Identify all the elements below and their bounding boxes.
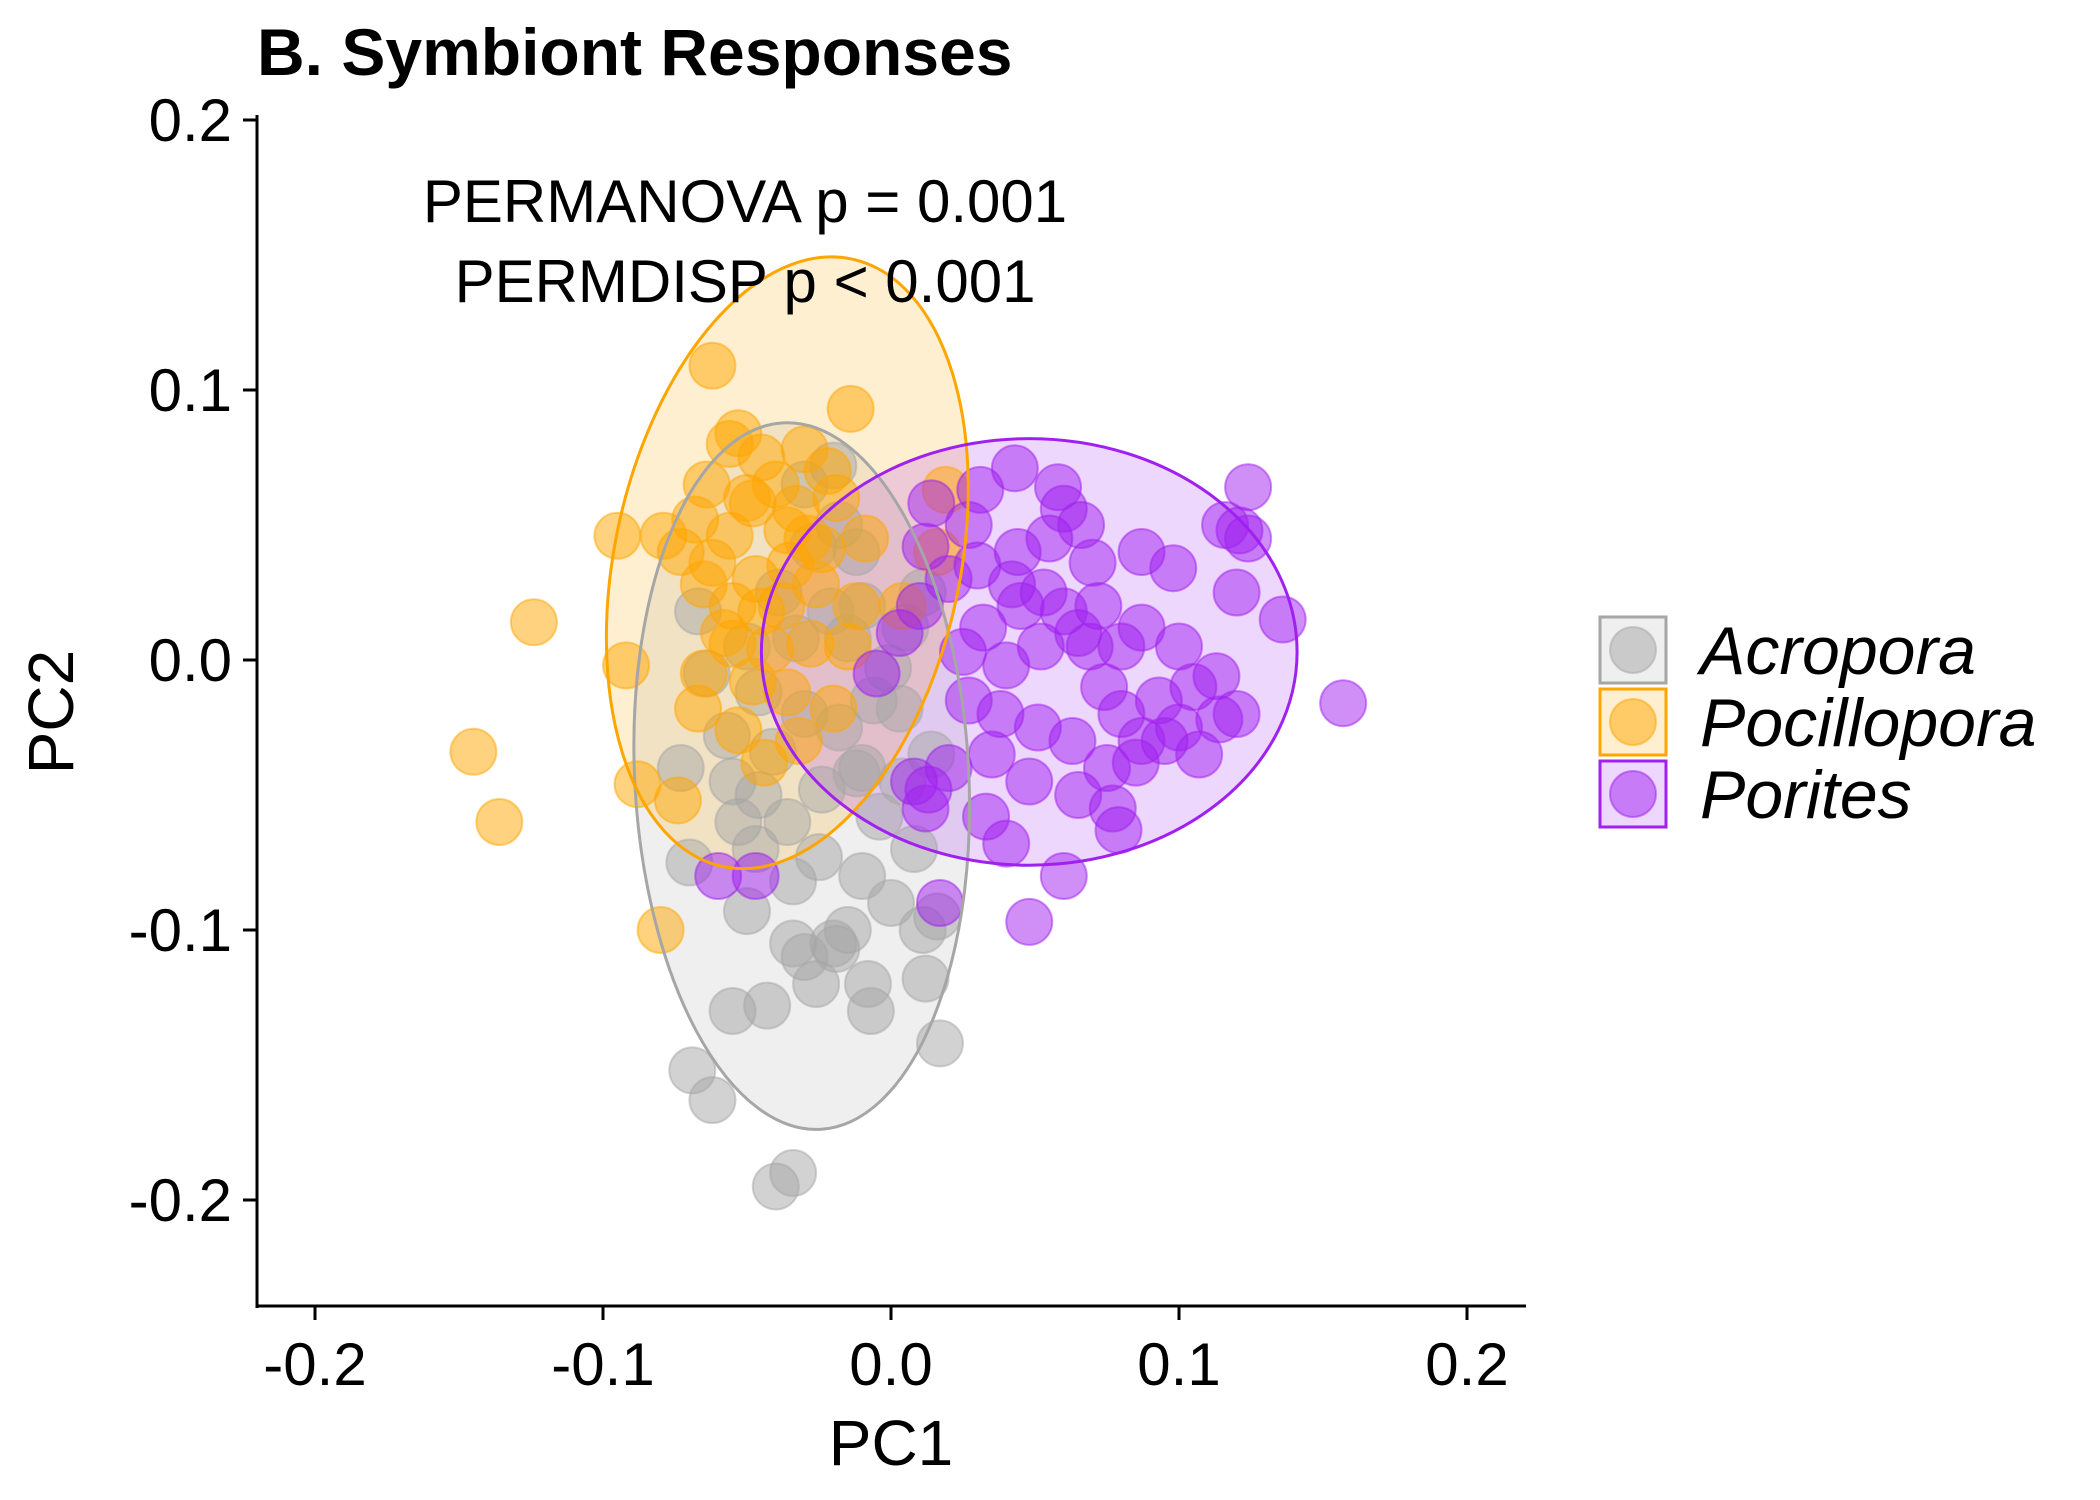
x-tick-label: 0.1 — [1137, 1331, 1220, 1398]
porites-point — [875, 609, 924, 657]
y-tick-label: 0.1 — [149, 357, 232, 424]
pocillopora-point — [809, 684, 858, 733]
pocillopora-ellipse — [604, 255, 970, 871]
pocillopora-point — [509, 598, 558, 647]
y-axis-title: PC2 — [15, 650, 87, 775]
x-tick-label: -0.1 — [551, 1331, 654, 1398]
pocillopora-point — [449, 727, 498, 776]
legend-label-porites: Porites — [1700, 757, 1912, 833]
pocillopora-point — [774, 717, 823, 765]
porites-point — [731, 852, 780, 900]
porites-point — [904, 765, 953, 814]
acropora-point — [769, 1149, 818, 1197]
y-axis-ticks: -0.2 -0.1 0.0 0.1 0.2 — [129, 87, 257, 1234]
pocillopora-point — [714, 706, 763, 755]
porites-point — [1048, 717, 1097, 765]
pocillopora-point — [728, 479, 777, 528]
pocillopora-point — [688, 341, 737, 390]
acropora-point — [838, 852, 887, 900]
y-tick-label: 0.2 — [149, 87, 232, 154]
annotation-permdisp: PERMDISP p < 0.001 — [455, 248, 1036, 315]
porites-point — [915, 879, 964, 927]
pocillopora-point — [653, 776, 702, 825]
acropora-point — [832, 749, 881, 798]
pocillopora-point — [475, 798, 524, 846]
x-tick-label: 0.2 — [1425, 1331, 1508, 1398]
porites-point — [1212, 568, 1261, 617]
porites-point — [1005, 897, 1054, 946]
porites-point — [907, 479, 956, 528]
porites-point — [967, 730, 1016, 779]
porites-point — [962, 792, 1011, 841]
porites-point — [1068, 538, 1117, 587]
porites-point — [1149, 544, 1198, 593]
acropora-point — [714, 798, 763, 846]
x-axis-ticks: -0.2 -0.1 0.0 0.1 0.2 — [263, 1306, 1509, 1398]
pocillopora-point — [613, 760, 662, 809]
porites-point — [1094, 806, 1143, 855]
pocillopora-point — [602, 641, 651, 690]
acropora-point — [688, 1076, 737, 1125]
acropora-point — [915, 1019, 964, 1068]
pocillopora-point — [841, 514, 890, 563]
acropora-point — [743, 981, 792, 1030]
acropora-point — [769, 919, 818, 968]
porites-point — [1140, 717, 1189, 765]
pocillopora-point — [803, 447, 852, 495]
x-tick-label: 0.0 — [849, 1331, 932, 1398]
acropora-point — [795, 833, 843, 882]
porites-point — [990, 444, 1039, 493]
pocillopora-point — [792, 560, 841, 609]
legend-marker-acropora — [1609, 626, 1657, 674]
legend-marker-pocillopora — [1609, 698, 1657, 746]
porites-point — [1195, 695, 1244, 744]
pocillopora-point — [740, 738, 789, 787]
legend-label-acropora: Acropora — [1696, 613, 1976, 689]
porites-point — [1025, 514, 1074, 563]
pocillopora-point — [636, 906, 685, 954]
points-layer — [449, 341, 1368, 1211]
porites-point — [1169, 663, 1218, 711]
porites-point — [982, 641, 1031, 690]
y-tick-label: -0.2 — [129, 1167, 232, 1234]
porites-ellipse — [759, 437, 1299, 867]
pocillopora-point — [699, 609, 748, 657]
pocillopora-point — [763, 668, 812, 717]
x-tick-label: -0.2 — [263, 1331, 366, 1398]
legend-label-pocillopora: Pocillopora — [1700, 685, 2036, 761]
acropora-point — [846, 987, 895, 1035]
pocillopora-point — [671, 495, 720, 544]
y-tick-label: 0.0 — [149, 627, 232, 694]
pocillopora-point — [832, 582, 881, 630]
annotation-permanova: PERMANOVA p = 0.001 — [423, 168, 1067, 235]
porites-point — [1005, 757, 1054, 806]
pocillopora-point — [674, 684, 723, 733]
acropora-point — [875, 684, 924, 733]
ellipse-strokes — [604, 255, 1299, 1131]
y-tick-label: -0.1 — [129, 897, 232, 964]
pocillopora-point — [826, 384, 875, 433]
porites-point — [1201, 501, 1250, 549]
porites-point — [852, 649, 901, 698]
chart-title: B. Symbiont Responses — [257, 15, 1013, 89]
porites-point — [1080, 663, 1129, 711]
porites-point — [1097, 622, 1146, 671]
x-axis-title: PC1 — [829, 1407, 954, 1479]
legend-marker-porites — [1609, 770, 1657, 818]
porites-point — [1258, 595, 1307, 644]
acropora-point — [812, 924, 861, 973]
porites-point — [953, 541, 1002, 590]
porites-point — [1319, 679, 1368, 728]
